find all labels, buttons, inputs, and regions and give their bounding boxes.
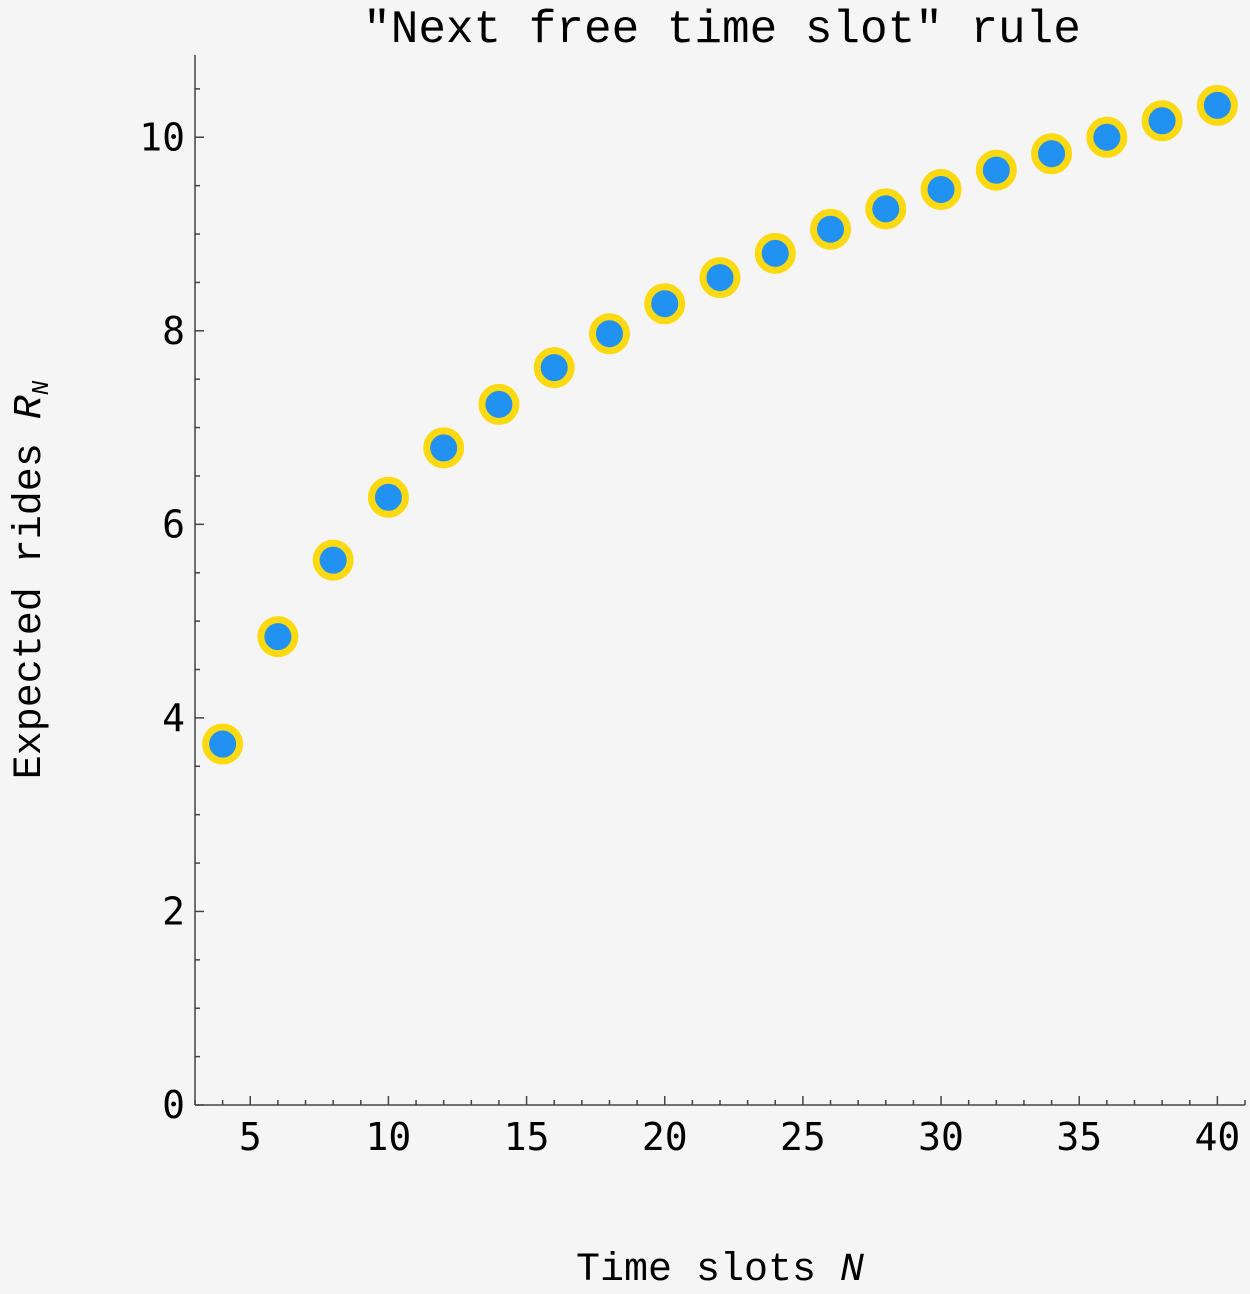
x-tick-label: 15: [504, 1115, 550, 1159]
data-point: [920, 169, 962, 211]
data-point: [975, 149, 1017, 191]
x-tick-label: 40: [1194, 1115, 1240, 1159]
data-point: [478, 383, 520, 425]
y-axis-label-subscript: N: [29, 380, 56, 395]
data-point: [754, 232, 796, 274]
data-point: [1086, 116, 1128, 158]
data-point: [588, 313, 630, 355]
data-point: [1196, 84, 1238, 126]
data-points: [202, 84, 1238, 765]
data-point: [644, 283, 686, 325]
x-tick-label: 20: [642, 1115, 688, 1159]
data-point: [1031, 133, 1073, 175]
x-tick-label: 30: [918, 1115, 964, 1159]
y-tick-label: 2: [162, 889, 185, 933]
data-point: [202, 723, 244, 765]
data-point: [1141, 100, 1183, 142]
data-point: [423, 427, 465, 469]
chart-title: "Next free time slot" rule: [363, 4, 1081, 56]
data-point: [312, 539, 354, 581]
y-axis-label-text: Expected rides: [8, 443, 53, 779]
x-axis-label-text: Time slots: [576, 1248, 816, 1293]
data-point: [257, 616, 299, 658]
y-tick-label: 0: [162, 1083, 185, 1127]
y-axis-label: Expected rides RN: [8, 380, 56, 779]
y-ticks: 0 2 4 6 8 10: [139, 88, 204, 1127]
data-point: [367, 476, 409, 518]
axes: 5 10 15 20 25 30 35 40 0 2 4 6 8 10: [139, 55, 1246, 1159]
y-axis-label-variable: R: [8, 395, 53, 419]
y-tick-label: 10: [139, 115, 185, 159]
data-point: [533, 347, 575, 389]
y-tick-label: 4: [162, 696, 185, 740]
x-tick-label: 5: [239, 1115, 262, 1159]
data-point: [810, 208, 852, 250]
y-tick-label: 8: [162, 309, 185, 353]
x-axis-label-variable: N: [840, 1248, 864, 1293]
data-point: [699, 257, 741, 299]
x-tick-label: 25: [780, 1115, 826, 1159]
x-tick-label: 10: [366, 1115, 412, 1159]
x-tick-label: 35: [1056, 1115, 1102, 1159]
data-point: [865, 188, 907, 230]
y-tick-label: 6: [162, 502, 185, 546]
x-axis-label: Time slots N: [576, 1248, 864, 1293]
x-ticks: 5 10 15 20 25 30 35 40: [194, 1096, 1246, 1159]
